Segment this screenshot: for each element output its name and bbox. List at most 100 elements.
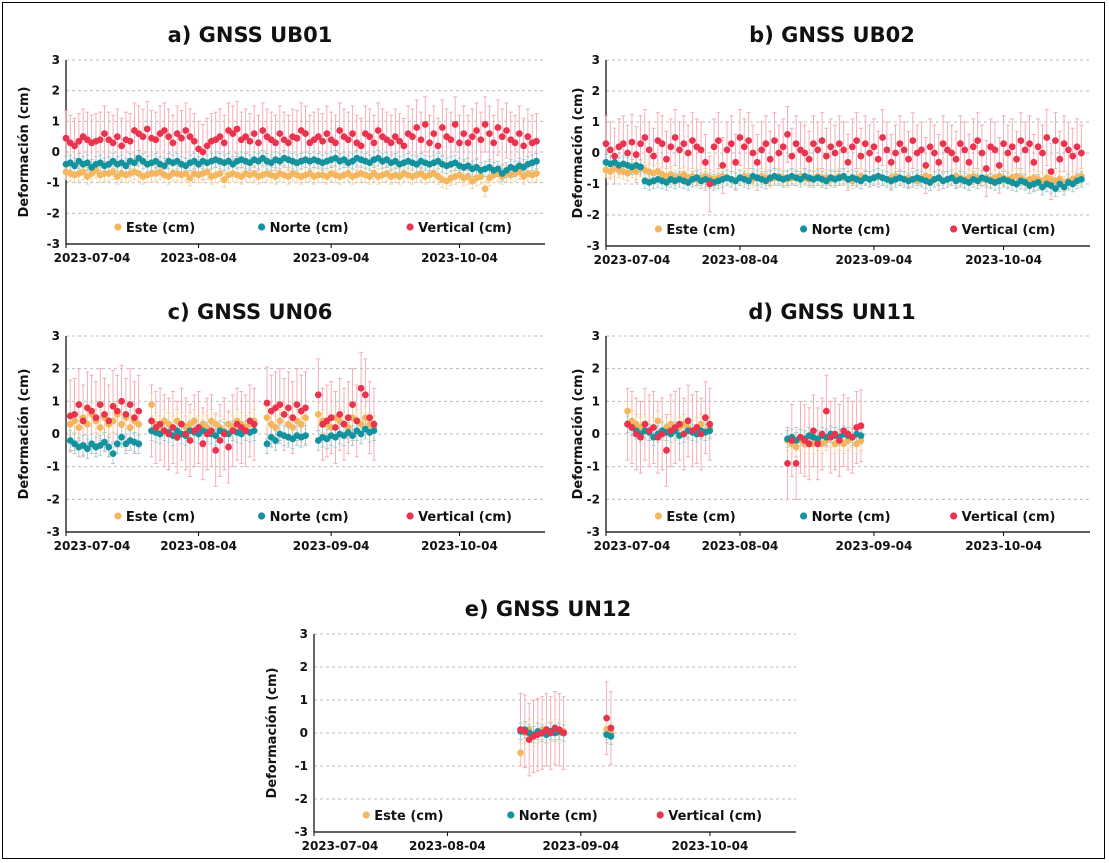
data-point [909,137,917,145]
data-point [263,414,271,422]
legend-label: Norte (cm) [812,510,891,525]
data-point [460,130,468,138]
data-point [658,430,666,438]
data-point [520,142,528,150]
data-point [723,146,731,154]
legend-vertical: Vertical (cm) [945,508,1072,525]
legend-marker [800,225,808,233]
legend-norte: Norte (cm) [253,508,356,525]
data-point [775,149,783,157]
data-point [1008,143,1016,151]
data-point [792,140,800,148]
data-point [255,139,262,147]
data-point [319,137,327,145]
data-point [212,446,220,454]
data-point [199,440,207,448]
data-point [1043,134,1051,141]
legend-label: Este (cm) [126,221,195,236]
data-point [624,149,632,157]
y-tick-label: 0 [52,427,60,441]
chart-title: d) GNSS UN11 [748,300,915,324]
data-point [122,162,130,170]
x-tick-label: 2023-09-04 [542,839,619,853]
data-point [628,138,636,146]
data-point [263,399,271,407]
data-point [366,414,374,422]
data-point [203,142,211,150]
data-point [939,140,947,148]
legend-background [650,508,745,524]
legend-marker [114,512,122,520]
data-point [208,427,215,435]
data-point [654,417,662,425]
data-point [109,450,117,457]
data-point [417,136,425,144]
data-point [293,401,301,408]
data-point [203,168,211,176]
data-point [710,143,718,151]
data-point [611,152,619,160]
data-point [83,159,91,167]
data-point [1064,146,1072,154]
data-point [676,420,683,428]
legend-este: Este (cm) [109,508,204,525]
data-point [922,162,930,169]
data-point [370,427,378,435]
data-point [391,133,399,141]
legend-norte: Norte (cm) [502,807,605,824]
data-point [870,143,878,151]
data-point [961,146,969,154]
data-point [978,149,986,157]
data-point [805,440,813,448]
data-point [75,137,83,145]
data-point [216,133,224,141]
data-point [822,407,830,415]
x-tick-label: 2023-09-04 [293,539,370,553]
data-point [289,414,297,422]
data-point [75,424,83,431]
data-point [473,127,480,134]
data-point [606,146,614,154]
data-point [349,401,356,408]
data-point [186,437,194,444]
data-point [1013,155,1020,163]
x-tick-label: 2023-09-04 [293,251,370,265]
data-point [844,158,852,166]
x-tick-label: 2023-07-04 [54,251,131,265]
y-tick-label: -2 [47,206,60,220]
legend-norte: Norte (cm) [795,221,898,238]
data-point [156,420,164,428]
legend-norte: Norte (cm) [253,219,356,236]
data-point [607,724,615,732]
x-tick-label: 2023-08-04 [702,539,779,553]
data-point [827,143,835,151]
data-point [857,437,865,444]
data-point [357,384,365,392]
y-tick-label: 2 [300,660,308,674]
data-point [178,134,185,142]
data-point [1017,137,1025,145]
legend-marker [258,223,266,231]
y-tick-label: -2 [587,208,600,222]
data-point [736,134,744,141]
data-point [135,440,143,448]
legend-background [502,807,605,823]
x-tick-label: 2023-08-04 [409,839,486,853]
data-point [169,424,177,431]
legend-label: Vertical (cm) [668,809,762,824]
data-point [92,414,100,422]
data-point [113,407,121,415]
data-point [693,424,701,431]
chart-title: b) GNSS UB02 [749,23,915,47]
data-point [637,433,644,441]
data-point [503,127,510,134]
data-point [982,165,990,172]
data-point [658,140,666,148]
data-point [182,127,190,134]
x-tick-label: 2023-08-04 [160,539,237,553]
data-point [831,430,839,438]
